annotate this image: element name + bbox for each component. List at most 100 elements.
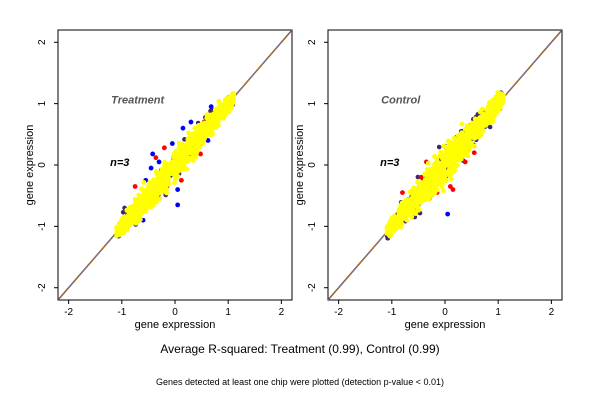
treatment-y-ticks: -2 -1 0 1 2: [37, 39, 58, 292]
treatment-cloud-point: [120, 215, 126, 220]
control-x-tick-label: -2: [334, 307, 343, 318]
control-outlier-point: [450, 187, 456, 192]
control-cloud-point: [467, 130, 473, 135]
treatment-cloud-point: [182, 155, 188, 160]
treatment-x-tick-label: 1: [225, 307, 231, 318]
treatment-cloud-point: [215, 119, 221, 124]
control-cloud-point: [424, 177, 430, 183]
treatment-cloud-point: [132, 196, 138, 202]
treatment-cloud-point: [134, 200, 140, 206]
control-y-axis-label: gene expression: [294, 125, 306, 206]
control-cloud-point: [429, 186, 435, 192]
treatment-x-tick-label: 0: [172, 307, 178, 318]
treatment-cloud-point: [133, 220, 139, 226]
treatment-cloud-point: [121, 220, 126, 226]
control-cloud-point: [493, 103, 499, 109]
treatment-cloud-point: [139, 186, 144, 192]
treatment-y-tick-label: -2: [37, 283, 48, 292]
control-cloud-point: [462, 126, 468, 132]
treatment-outlier-point: [175, 202, 181, 208]
treatment-cloud-point: [175, 169, 180, 175]
control-cloud-point: [438, 154, 444, 160]
treatment-cloud-point: [230, 91, 236, 96]
treatment-sample-size-label: n=3: [110, 157, 129, 169]
treatment-outlier-point: [132, 184, 138, 189]
control-cloud-point: [420, 193, 426, 199]
control-y-tick-label: 0: [307, 162, 318, 168]
treatment-cloud-point: [138, 203, 143, 209]
control-cloud-point: [478, 131, 484, 137]
treatment-cloud-point: [155, 183, 161, 189]
control-cloud-point: [393, 222, 398, 228]
control-cloud-point: [448, 170, 454, 176]
control-cloud-point: [395, 216, 400, 222]
control-cloud-point: [401, 199, 407, 205]
treatment-cloud-point: [164, 190, 170, 196]
control-cloud-point: [386, 231, 392, 236]
control-cloud-point: [412, 193, 417, 199]
control-cloud-point: [451, 135, 457, 141]
control-cloud-point: [472, 143, 477, 149]
control-y-tick-label: -2: [307, 283, 318, 292]
treatment-cloud-point: [117, 221, 123, 227]
control-edge-point: [436, 144, 442, 150]
treatment-cloud-point: [215, 111, 221, 117]
treatment-y-tick-label: 1: [37, 100, 48, 106]
treatment-cloud-point: [204, 120, 210, 126]
control-cloud-point: [412, 203, 417, 208]
control-point-cloud: [384, 90, 506, 239]
control-cloud-point: [467, 123, 473, 129]
treatment-cloud-point: [163, 185, 169, 190]
treatment-cloud-point: [149, 199, 154, 204]
control-cloud-point: [416, 199, 422, 205]
control-cloud-point: [405, 200, 411, 206]
treatment-cloud-point: [208, 117, 214, 123]
control-outlier-point: [471, 150, 477, 156]
control-panel: -2 -1 0 1 2 -2 -1 0 1 2 gene expression gene expres…: [294, 29, 563, 331]
control-cloud-point: [399, 208, 404, 213]
treatment-cloud-point: [151, 177, 156, 183]
treatment-cloud-point: [152, 188, 158, 194]
control-cloud-point: [433, 183, 439, 189]
control-cloud-point: [455, 133, 461, 138]
treatment-cloud-point: [159, 188, 165, 194]
control-cloud-point: [459, 121, 465, 127]
control-cloud-point: [475, 128, 481, 134]
treatment-cloud-point: [197, 128, 203, 134]
treatment-cloud-point: [140, 200, 146, 205]
treatment-cloud-point: [171, 180, 177, 186]
control-cloud-point: [452, 167, 457, 173]
control-cloud-point: [442, 158, 448, 164]
control-cloud-point: [448, 176, 454, 182]
control-cloud-point: [435, 177, 441, 183]
treatment-y-tick-label: -1: [37, 221, 48, 230]
control-x-tick-label: -1: [387, 307, 396, 318]
treatment-cloud-point: [174, 165, 180, 171]
treatment-cloud-point: [198, 125, 204, 131]
control-cloud-point: [409, 214, 415, 220]
treatment-outlier-point: [156, 159, 162, 165]
treatment-cloud-point: [154, 171, 160, 177]
control-cloud-point: [465, 153, 471, 159]
treatment-y-axis-label: gene expression: [24, 125, 36, 206]
treatment-outlier-point: [198, 151, 203, 157]
treatment-cloud-point: [217, 101, 223, 106]
control-cloud-point: [498, 91, 504, 96]
treatment-outlier-point: [150, 151, 156, 157]
treatment-cloud-point: [207, 132, 213, 138]
control-edge-point: [487, 124, 493, 130]
treatment-cloud-point: [142, 195, 148, 201]
control-cloud-point: [484, 107, 490, 113]
control-cloud-point: [416, 189, 422, 195]
control-group-label: Control: [381, 95, 421, 107]
treatment-cloud-point: [129, 210, 135, 216]
treatment-outlier-point: [161, 145, 167, 151]
treatment-cloud-point: [199, 121, 205, 127]
treatment-cloud-point: [203, 128, 209, 134]
treatment-cloud-point: [148, 180, 154, 186]
treatment-cloud-point: [159, 173, 165, 179]
control-cloud-point: [495, 99, 501, 105]
treatment-cloud-point: [200, 140, 206, 146]
treatment-cloud-point: [169, 159, 175, 165]
treatment-cloud-point: [163, 171, 168, 177]
